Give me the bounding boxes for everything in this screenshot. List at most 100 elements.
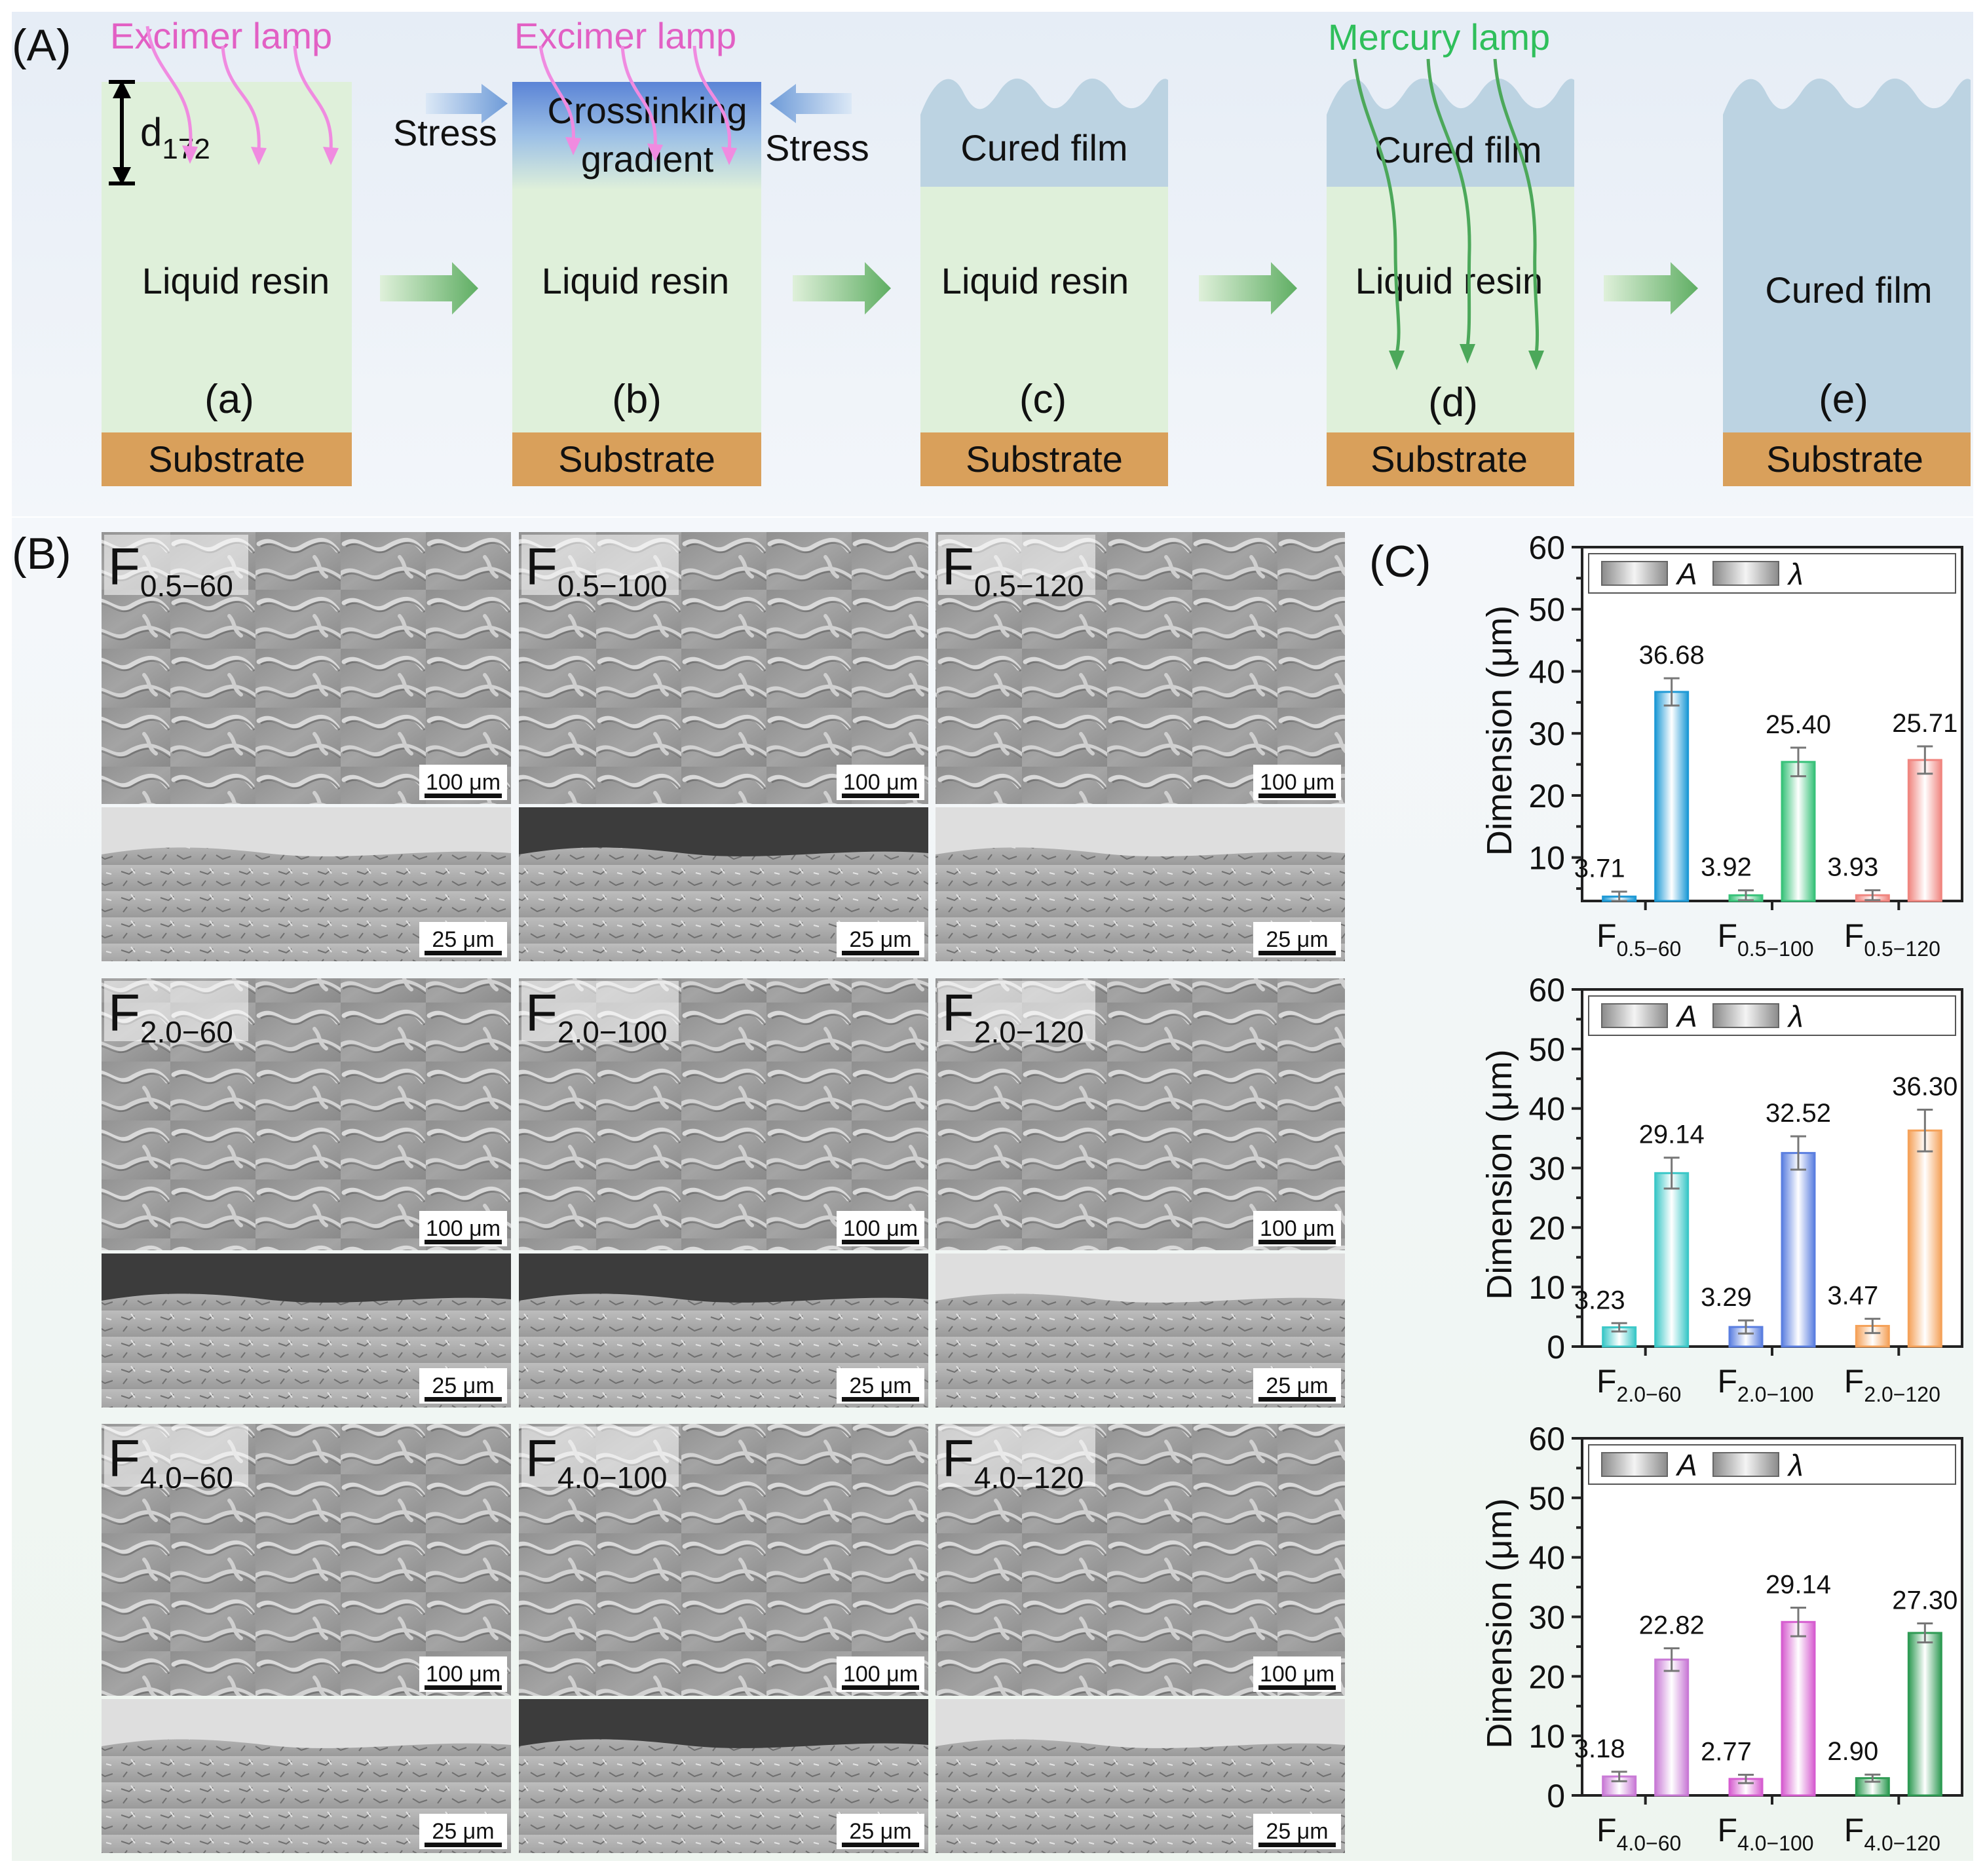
excimer-lamp-label: Excimer lamp [514,15,736,56]
substrate-label: Substrate [966,438,1123,480]
sample-label: F0.5−120 [942,537,1084,603]
x-tick-label: F0.5−100 [1717,917,1813,961]
data-label: 29.14 [1766,1571,1831,1599]
y-axis-label: Dimension (μm) [1480,1049,1519,1299]
scale-bar-label: 100 μm [426,770,501,795]
sem-sample: F2.0−60 100 μm 25 μm [102,978,511,1407]
sem-sample: F0.5−60 100 μm 25 μm [102,532,511,961]
step-d: Substrate Cured film Liquid resin (d) Me… [1327,16,1574,486]
substrate-label: Substrate [148,438,305,480]
bar-wavelength [1907,1632,1942,1797]
bar-wavelength [1781,1152,1816,1348]
data-label: 3.23 [1574,1286,1625,1314]
sem-sample: F4.0−120 100 μm 25 μm [936,1424,1345,1853]
step-b: Substrate Liquid resin (b) Crosslinking … [393,15,869,486]
bar-amplitude [1728,1778,1764,1797]
sem-cross-section-sky [936,1254,1345,1303]
liquid-resin-block [102,82,352,432]
plot-frame [1581,1437,1963,1797]
legend-swatch-lambda [1712,561,1779,586]
uv-ray [1426,58,1471,348]
plot-frame [1581,546,1963,902]
cured-film-full [1723,78,1971,432]
scale-bar [842,794,919,798]
x-tick-label: F2.0−100 [1717,1363,1813,1406]
uv-ray [221,45,261,151]
scale-bar-label: 25 μm [1266,1373,1328,1398]
stress-label-left: Stress [393,112,497,153]
transition-arrow [1199,262,1297,315]
data-label: 3.18 [1574,1734,1625,1763]
scale-bar [425,794,502,798]
uv-ray [145,26,193,151]
scale-bar-label: 100 μm [843,1216,918,1241]
x-tick-label: F4.0−120 [1844,1812,1940,1855]
uv-ray [1353,58,1401,354]
sample-label-plate [521,1426,679,1487]
sem-sample: F4.0−60 100 μm 25 μm [102,1424,511,1853]
x-tick-label: F0.5−120 [1844,917,1940,961]
plot-frame [1581,988,1963,1348]
x-tick-label: F0.5−60 [1597,917,1681,961]
y-tick-label: 50 [1528,1031,1565,1068]
uv-ray-head [1389,351,1405,370]
y-tick-label: 0 [1547,1778,1565,1814]
step-label: (a) [204,377,254,422]
stress-label-right: Stress [765,127,869,168]
sample-label-plate [521,981,679,1041]
y-tick-label: 30 [1528,1151,1565,1187]
y-tick-label: 30 [1528,716,1565,752]
scale-bar [1258,951,1336,955]
uv-ray-head [182,145,198,164]
y-tick-label: 10 [1528,1269,1565,1306]
data-label: 3.47 [1827,1282,1878,1311]
step-label: (c) [1019,377,1067,422]
data-label: 25.71 [1892,709,1957,738]
x-tick-label: F2.0−60 [1597,1363,1681,1406]
scale-bar-label: 100 μm [426,1216,501,1241]
y-tick-label: 40 [1528,1091,1565,1128]
bar-wavelength [1781,1620,1816,1797]
excimer-lamp-label: Excimer lamp [110,15,332,56]
step-label: (d) [1428,380,1478,425]
legend-label-a: A [1675,1448,1697,1482]
data-label: 3.71 [1574,854,1625,883]
sem-sample: F0.5−100 100 μm 25 μm [519,532,928,961]
panel-b-label: (B) [12,529,71,579]
cured-film-label: Cured film [1765,269,1932,311]
scale-bar-label: 25 μm [432,1819,494,1844]
liquid-resin-block [920,187,1168,432]
legend-label-lambda: λ [1786,999,1804,1033]
y-tick-label: 0 [1547,1329,1565,1366]
sem-cross-section-sky [519,807,928,856]
sample-label-plate [521,535,679,595]
uv-ray-head [721,147,737,165]
step-c: Substrate Cured film Liquid resin (c) [920,78,1168,486]
uv-ray-head [251,147,267,165]
cured-film-label: Cured film [960,127,1127,168]
scale-bar [425,951,502,955]
bar-charts: 10 20 30 40 50 60 Dimension (μm) A λ 3.71 36.68 F0.… [1480,529,1963,1855]
scale-bar [425,1397,502,1402]
uv-ray-head [565,137,581,155]
y-tick-label: 60 [1528,972,1565,1008]
bar-chart: 10 20 30 40 50 60 Dimension (μm) A λ 3.71 36.68 F0.… [1480,529,1963,961]
sample-label-plate [938,1426,1095,1487]
substrate-label: Substrate [1371,438,1528,480]
sample-label: F2.0−120 [942,984,1084,1049]
x-tick-label: F2.0−120 [1844,1363,1940,1406]
data-label: 27.30 [1892,1586,1957,1615]
bar-wavelength [1781,761,1816,902]
sample-label: F4.0−100 [525,1429,667,1495]
scale-bar [842,1397,919,1402]
cured-film-wrinkled [1327,78,1574,187]
uv-ray [293,45,333,151]
y-tick-label: 10 [1528,1718,1565,1755]
x-tick-label: F4.0−100 [1717,1812,1813,1855]
scale-bar-label: 100 μm [1260,1216,1334,1241]
uv-ray-head [323,147,339,165]
scale-bar-label: 25 μm [432,927,494,952]
uv-ray [692,45,732,151]
